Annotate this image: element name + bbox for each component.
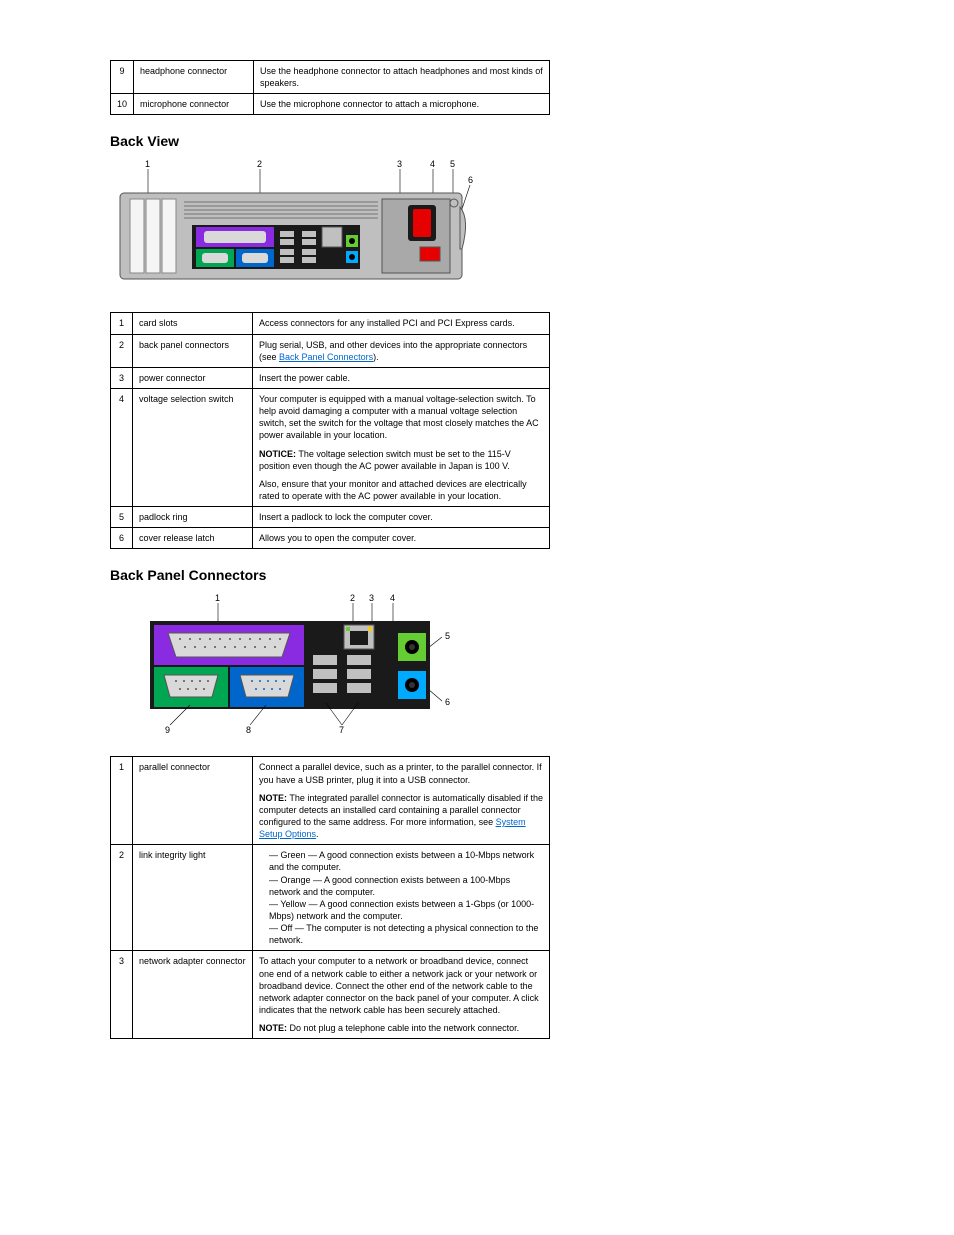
list-item: Green — A good connection exists between… <box>269 849 543 873</box>
row-desc: Use the headphone connector to attach he… <box>254 61 550 94</box>
callout-8: 8 <box>246 725 251 735</box>
callout-1: 1 <box>145 159 150 169</box>
row-desc: Green — A good connection exists between… <box>253 845 550 951</box>
callout-6: 6 <box>468 175 473 185</box>
row-label: voltage selection switch <box>133 388 253 506</box>
callout-4: 4 <box>430 159 435 169</box>
row-label: back panel connectors <box>133 334 253 367</box>
row-desc: Plug serial, USB, and other devices into… <box>253 334 550 367</box>
notice-label: NOTICE: <box>259 449 296 459</box>
front-connectors-table-continued: 9 headphone connector Use the headphone … <box>110 60 550 115</box>
row-number: 10 <box>111 94 134 115</box>
desc-para: Your computer is equipped with a manual … <box>259 393 543 448</box>
row-label: power connector <box>133 367 253 388</box>
row-label: parallel connector <box>133 757 253 845</box>
callout-1: 1 <box>215 593 220 603</box>
row-label: card slots <box>133 313 253 334</box>
row-desc: Connect a parallel device, such as a pri… <box>253 757 550 845</box>
callout-2: 2 <box>350 593 355 603</box>
row-number: 5 <box>111 507 133 528</box>
table-row: 3 power connector Insert the power cable… <box>111 367 550 388</box>
row-desc: To attach your computer to a network or … <box>253 951 550 1039</box>
callout-3: 3 <box>369 593 374 603</box>
table-row: 3 network adapter connector To attach yo… <box>111 951 550 1039</box>
back-panel-connectors-diagram: 1 2 3 4 5 6 <box>110 593 550 746</box>
row-label: link integrity light <box>133 845 253 951</box>
row-number: 2 <box>111 334 133 367</box>
callout-9: 9 <box>165 725 170 735</box>
list-item: Off — The computer is not detecting a ph… <box>269 922 543 946</box>
desc-para: Connect a parallel device, such as a pri… <box>259 761 543 791</box>
link-light-list: Green — A good connection exists between… <box>259 849 543 946</box>
back-panel-connectors-heading: Back Panel Connectors <box>110 567 550 583</box>
row-desc: Allows you to open the computer cover. <box>253 528 550 549</box>
callout-5: 5 <box>445 631 450 641</box>
callout-7: 7 <box>339 725 344 735</box>
row-number: 1 <box>111 313 133 334</box>
row-number: 9 <box>111 61 134 94</box>
row-number: 3 <box>111 367 133 388</box>
callout-6: 6 <box>445 697 450 707</box>
table-row: 9 headphone connector Use the headphone … <box>111 61 550 94</box>
row-desc: Insert the power cable. <box>253 367 550 388</box>
list-item: Yellow — A good connection exists betwee… <box>269 898 543 922</box>
note-block: NOTE: Do not plug a telephone cable into… <box>259 1022 543 1034</box>
row-desc: Your computer is equipped with a manual … <box>253 388 550 506</box>
table-row: 2 link integrity light Green — A good co… <box>111 845 550 951</box>
back-view-diagram: 1 2 3 4 5 6 <box>110 159 550 302</box>
row-number: 6 <box>111 528 133 549</box>
callout-2: 2 <box>257 159 262 169</box>
row-desc: Use the microphone connector to attach a… <box>254 94 550 115</box>
callout-4: 4 <box>390 593 395 603</box>
row-number: 2 <box>111 845 133 951</box>
note-after: . <box>316 829 319 839</box>
row-desc: Insert a padlock to lock the computer co… <box>253 507 550 528</box>
back-view-table: 1 card slots Access connectors for any i… <box>110 312 550 549</box>
row-desc: Access connectors for any installed PCI … <box>253 313 550 334</box>
notice-text: The voltage selection switch must be set… <box>259 449 511 471</box>
table-row: 4 voltage selection switch Your computer… <box>111 388 550 506</box>
back-view-heading: Back View <box>110 133 550 149</box>
note-label: NOTE: <box>259 793 287 803</box>
row-label: headphone connector <box>134 61 254 94</box>
row-label: padlock ring <box>133 507 253 528</box>
row-number: 1 <box>111 757 133 845</box>
table-row: 10 microphone connector Use the micropho… <box>111 94 550 115</box>
table-row: 2 back panel connectors Plug serial, USB… <box>111 334 550 367</box>
table-row: 1 card slots Access connectors for any i… <box>111 313 550 334</box>
row-number: 4 <box>111 388 133 506</box>
desc-para-2: Also, ensure that your monitor and attac… <box>259 478 543 502</box>
back-panel-connectors-table: 1 parallel connector Connect a parallel … <box>110 756 550 1039</box>
desc-para: To attach your computer to a network or … <box>259 955 543 1022</box>
row-label: network adapter connector <box>133 951 253 1039</box>
note-text: Do not plug a telephone cable into the n… <box>290 1023 520 1033</box>
row-label: cover release latch <box>133 528 253 549</box>
callout-5: 5 <box>450 159 455 169</box>
note-label: NOTE: <box>259 1023 287 1033</box>
back-panel-connectors-link[interactable]: Back Panel Connectors <box>279 352 373 362</box>
row-number: 3 <box>111 951 133 1039</box>
table-row: 6 cover release latch Allows you to open… <box>111 528 550 549</box>
notice-block: NOTICE: The voltage selection switch mus… <box>259 448 543 478</box>
row-label: microphone connector <box>134 94 254 115</box>
callout-3: 3 <box>397 159 402 169</box>
table-row: 1 parallel connector Connect a parallel … <box>111 757 550 845</box>
table-row: 5 padlock ring Insert a padlock to lock … <box>111 507 550 528</box>
note-block: NOTE: The integrated parallel connector … <box>259 792 543 841</box>
list-item: Orange — A good connection exists betwee… <box>269 874 543 898</box>
desc-after: ). <box>373 352 379 362</box>
